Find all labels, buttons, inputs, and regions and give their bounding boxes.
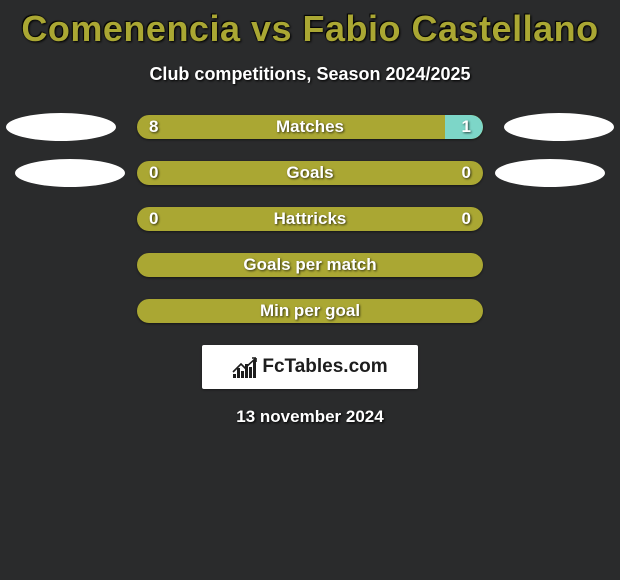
- player-left-marker: [15, 159, 125, 187]
- stat-row: Min per goal: [0, 299, 620, 323]
- stat-right-value: 0: [462, 161, 471, 185]
- stat-label: Goals: [137, 161, 483, 185]
- page-title: Comenencia vs Fabio Castellano: [0, 0, 620, 50]
- page-subtitle: Club competitions, Season 2024/2025: [0, 64, 620, 85]
- stat-row: 0 Goals 0: [0, 161, 620, 185]
- bar-chart-icon: [232, 356, 258, 378]
- stat-bar-track: 8 Matches 1: [137, 115, 483, 139]
- player-right-marker: [504, 113, 614, 141]
- stat-bar-track: Goals per match: [137, 253, 483, 277]
- brand-text: FcTables.com: [262, 356, 387, 378]
- stat-right-value: 1: [462, 115, 471, 139]
- stat-row: Goals per match: [0, 253, 620, 277]
- stat-row: 0 Hattricks 0: [0, 207, 620, 231]
- footer-date: 13 november 2024: [0, 407, 620, 427]
- stats-container: 8 Matches 1 0 Goals 0 0 Hattricks 0 Goal…: [0, 115, 620, 323]
- stat-bar-track: 0 Goals 0: [137, 161, 483, 185]
- stat-label: Min per goal: [137, 299, 483, 323]
- stat-bar-track: Min per goal: [137, 299, 483, 323]
- stat-row: 8 Matches 1: [0, 115, 620, 139]
- stat-bar-track: 0 Hattricks 0: [137, 207, 483, 231]
- stat-right-value: 0: [462, 207, 471, 231]
- player-right-marker: [495, 159, 605, 187]
- stat-label: Hattricks: [137, 207, 483, 231]
- player-left-marker: [6, 113, 116, 141]
- stat-label: Matches: [137, 115, 483, 139]
- stat-label: Goals per match: [137, 253, 483, 277]
- brand-badge: FcTables.com: [202, 345, 418, 389]
